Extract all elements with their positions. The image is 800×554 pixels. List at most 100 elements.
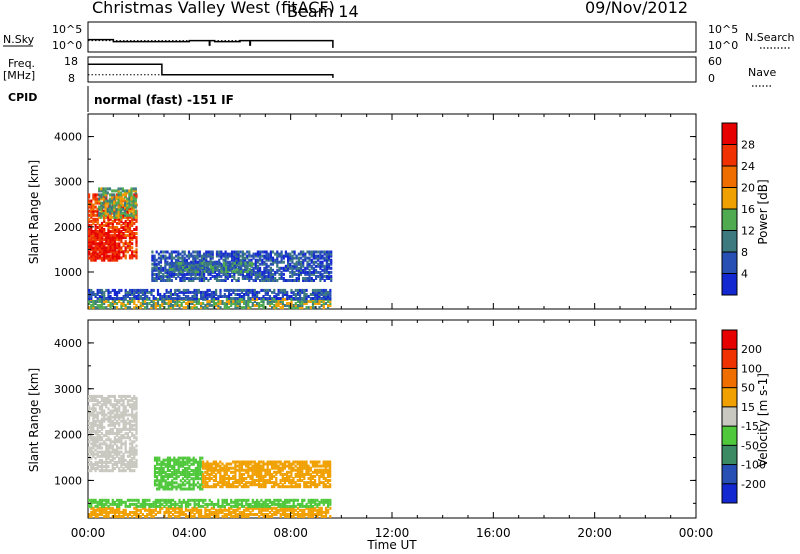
data-cell xyxy=(320,515,323,518)
data-cell xyxy=(215,302,218,305)
data-cell xyxy=(174,515,177,518)
data-cell xyxy=(230,466,233,470)
data-cell xyxy=(271,500,274,504)
data-cell xyxy=(126,217,129,221)
data-cell xyxy=(124,236,127,240)
data-cell xyxy=(176,302,179,305)
data-cell xyxy=(294,504,297,508)
data-cell xyxy=(207,250,210,254)
data-cell xyxy=(318,506,321,510)
data-cell xyxy=(168,481,172,485)
data-cell xyxy=(266,470,269,474)
data-cell xyxy=(165,288,168,292)
data-cell xyxy=(179,464,182,468)
data-cell xyxy=(247,293,250,296)
data-cell xyxy=(90,201,93,205)
data-cell xyxy=(109,432,112,436)
data-cell xyxy=(179,485,182,489)
data-cell xyxy=(120,463,123,466)
data-cell xyxy=(103,454,106,458)
data-cell xyxy=(135,411,138,415)
data-cell xyxy=(88,411,91,415)
data-cell xyxy=(232,477,235,480)
y-tick-label: 2000 xyxy=(54,221,82,234)
data-cell xyxy=(219,464,222,468)
data-cell xyxy=(124,209,127,213)
data-cell xyxy=(126,300,129,303)
data-cell xyxy=(164,266,167,270)
data-cell xyxy=(131,411,134,415)
data-cell xyxy=(116,427,119,431)
data-cell xyxy=(286,508,289,512)
data-cell xyxy=(116,225,119,229)
data-cell xyxy=(108,197,112,201)
data-cell xyxy=(113,467,116,471)
data-cell xyxy=(193,304,196,307)
data-cell xyxy=(315,250,318,254)
data-cell xyxy=(100,436,104,440)
data-cell xyxy=(98,254,101,258)
data-cell xyxy=(322,462,325,466)
data-cell xyxy=(230,470,233,474)
data-cell xyxy=(109,306,112,310)
data-cell xyxy=(282,272,285,276)
data-cell xyxy=(246,270,249,273)
data-cell xyxy=(124,421,127,425)
data-cell xyxy=(327,502,330,506)
data-cell xyxy=(108,213,112,217)
data-cell xyxy=(317,262,320,266)
data-cell xyxy=(133,434,136,438)
data-cell xyxy=(88,234,91,238)
data-cell xyxy=(236,515,239,518)
data-cell xyxy=(234,297,237,300)
data-cell xyxy=(245,288,248,292)
data-cell xyxy=(320,288,323,292)
data-cell xyxy=(186,487,189,491)
data-cell xyxy=(94,246,97,250)
data-cell xyxy=(122,434,125,438)
data-cell xyxy=(118,498,121,502)
data-cell xyxy=(199,471,202,474)
data-cell xyxy=(90,213,93,217)
data-cell xyxy=(208,293,211,296)
data-cell xyxy=(122,399,125,403)
data-cell xyxy=(107,203,110,207)
data-cell xyxy=(188,475,191,479)
data-cell xyxy=(155,262,158,266)
data-cell xyxy=(167,508,170,512)
data-cell xyxy=(116,236,119,240)
data-cell xyxy=(186,475,189,479)
data-cell xyxy=(146,288,149,292)
data-cell xyxy=(206,295,209,298)
data-cell xyxy=(218,279,221,282)
data-cell xyxy=(274,272,277,276)
data-cell xyxy=(92,213,95,217)
data-cell xyxy=(329,300,332,303)
data-cell xyxy=(260,304,263,307)
data-cell xyxy=(139,290,142,294)
data-cell xyxy=(318,302,321,305)
data-cell xyxy=(281,290,284,294)
data-cell xyxy=(117,207,120,211)
data-cell xyxy=(133,228,136,231)
data-cell xyxy=(202,504,205,508)
data-cell xyxy=(144,515,147,518)
data-cell xyxy=(294,304,297,307)
data-cell xyxy=(167,290,170,294)
data-cell xyxy=(172,513,175,516)
data-cell xyxy=(107,407,110,411)
data-cell xyxy=(317,256,320,260)
data-cell xyxy=(160,483,163,487)
data-cell xyxy=(92,304,95,307)
data-cell xyxy=(152,302,155,305)
data-cell xyxy=(169,297,172,300)
data-cell xyxy=(233,277,236,280)
data-cell xyxy=(100,427,104,431)
data-cell xyxy=(268,500,272,504)
data-cell xyxy=(258,297,261,300)
data-cell xyxy=(90,238,93,242)
data-cell xyxy=(203,252,206,256)
data-cell xyxy=(221,474,224,478)
data-cell xyxy=(283,485,286,489)
data-cell xyxy=(225,466,228,470)
